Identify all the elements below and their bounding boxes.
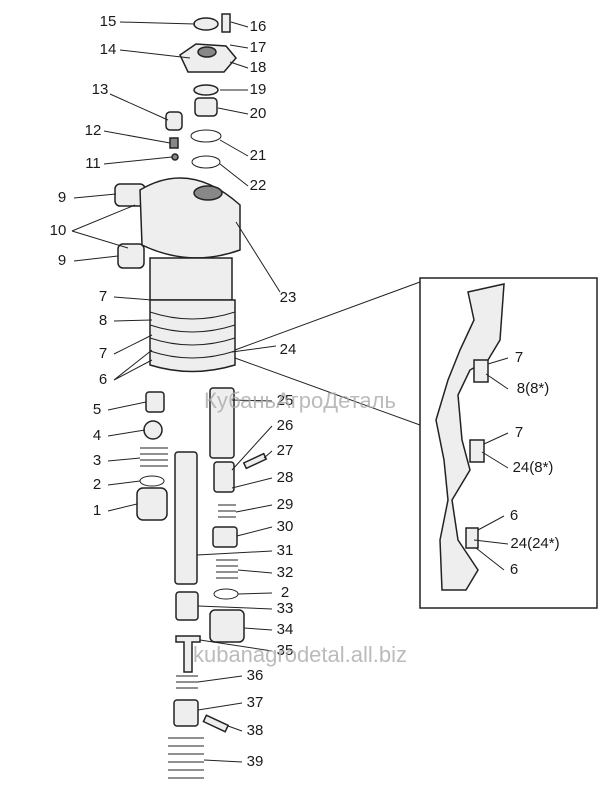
watermark: kubanagrodetal.all.biz [193, 642, 407, 667]
part-label: 19 [250, 81, 267, 98]
part-label: 36 [247, 667, 264, 684]
part-label: 25 [277, 392, 294, 409]
parts [114, 13, 268, 779]
part-label: 11 [85, 155, 101, 172]
part-label: 28 [277, 469, 294, 486]
part-label: 30 [277, 518, 294, 535]
part-label: 17 [250, 39, 267, 56]
inset-label: 6 [510, 561, 518, 578]
part-label: 8 [99, 312, 107, 329]
inset-label: 8(8*) [517, 380, 550, 397]
part-label: 33 [277, 600, 294, 617]
part-label: 2 [93, 476, 101, 493]
part-label: 39 [247, 753, 264, 770]
part-label: 5 [93, 401, 101, 418]
part-label: 20 [250, 105, 267, 122]
part-label: 27 [277, 442, 294, 459]
part-label: 31 [277, 542, 294, 559]
inset-label: 7 [515, 349, 523, 366]
part-label: 16 [250, 18, 267, 35]
part-label: 23 [280, 289, 297, 306]
part-label: 32 [277, 564, 294, 581]
part-label: 18 [250, 59, 267, 76]
part-label: 10 [50, 222, 67, 239]
inset-label: 7 [515, 424, 523, 441]
part-label: 26 [277, 417, 294, 434]
part-label: 12 [85, 122, 102, 139]
part-label: 2 [281, 584, 289, 601]
part-label: 4 [93, 427, 101, 444]
leader-lines [71, 21, 421, 763]
part-label: 9 [58, 252, 66, 269]
inset-label: 6 [510, 507, 518, 524]
part-label: 6 [99, 371, 107, 388]
watermark: КубаньАгроДеталь [204, 388, 396, 413]
part-label: 38 [247, 722, 264, 739]
inset [419, 277, 598, 609]
part-label: 35 [277, 642, 294, 659]
part-label: 15 [100, 13, 117, 30]
part-label: 21 [250, 147, 267, 164]
part-label: 24 [280, 341, 297, 358]
watermarks: КубаньАгроДеталь kubanagrodetal.all.biz [193, 388, 407, 667]
part-label: 29 [277, 496, 294, 513]
part-label: 7 [99, 345, 107, 362]
part-label: 7 [99, 288, 107, 305]
inset-label: 24(24*) [510, 535, 559, 552]
part-label: 37 [247, 694, 264, 711]
part-label: 3 [93, 452, 101, 469]
part-label: 14 [100, 41, 117, 58]
inset-label: 24(8*) [513, 459, 554, 476]
part-label: 22 [250, 177, 267, 194]
inset-labels: 7 8(8*) 7 24(8*) 6 24(24*) 6 [510, 349, 560, 578]
part-label: 13 [92, 81, 109, 98]
part-label: 9 [58, 189, 66, 206]
part-label: 34 [277, 621, 294, 638]
part-label: 1 [93, 502, 101, 519]
